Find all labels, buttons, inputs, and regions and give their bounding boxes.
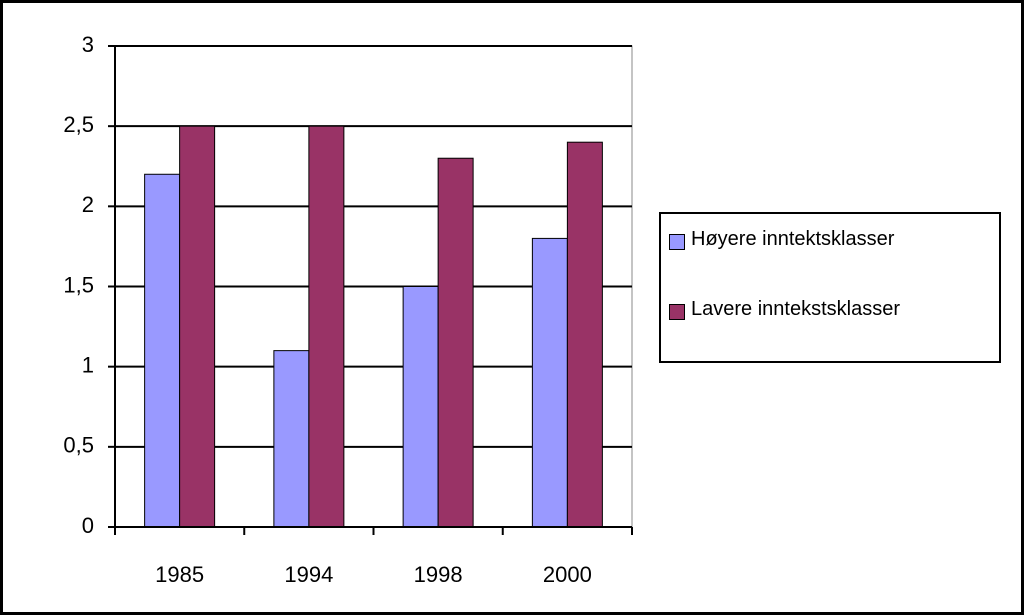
y-tick-label: 2 xyxy=(82,192,94,217)
bar xyxy=(273,350,310,528)
bar xyxy=(566,141,603,528)
x-tick-label: 1994 xyxy=(284,562,333,587)
legend-swatch xyxy=(669,234,685,250)
x-tick-label: 2000 xyxy=(543,562,592,587)
legend-label: Lavere inntekstsklasser xyxy=(691,298,900,320)
bar xyxy=(437,157,474,528)
y-tick-label: 3 xyxy=(82,32,94,57)
bar xyxy=(144,173,181,528)
bar xyxy=(308,125,345,528)
x-tick-label: 1998 xyxy=(414,562,463,587)
y-tick-label: 0,5 xyxy=(63,433,94,458)
legend: Høyere inntektsklasser Lavere inntekstskl… xyxy=(659,212,1001,363)
legend-swatch xyxy=(669,304,685,320)
legend-item: Høyere inntektsklasser xyxy=(669,228,995,254)
x-tick-label: 1985 xyxy=(155,562,204,587)
y-tick-label: 1,5 xyxy=(63,272,94,297)
bar xyxy=(402,286,439,528)
legend-item: Lavere inntekstsklasser xyxy=(669,298,995,324)
y-tick-label: 1 xyxy=(82,352,94,377)
bar xyxy=(531,237,568,528)
y-tick-label: 2,5 xyxy=(63,112,94,137)
legend-label: Høyere inntektsklasser xyxy=(691,228,895,250)
y-tick-label: 0 xyxy=(82,513,94,538)
bar xyxy=(179,125,216,528)
